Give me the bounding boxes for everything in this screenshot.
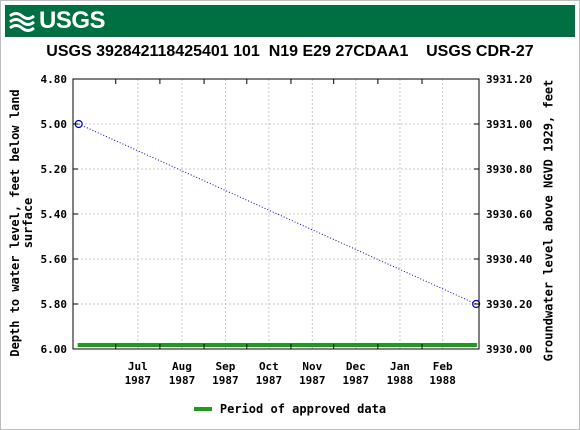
y-left-tick-label: 5.60 [41,253,68,266]
y-right-tick-label: 3930.00 [486,343,532,356]
approved-layer [77,343,478,347]
data-point [472,299,481,309]
legend-swatch [193,407,212,411]
x-tick-label-month: Feb [433,360,453,373]
x-tick-label-month: Sep [215,360,235,373]
y-right-tick-label: 3930.20 [486,298,532,311]
chart-title: USGS 392842118425401 101 N19 E29 27CDAA1… [46,43,534,60]
usgs-logo[interactable]: USGS [9,7,106,34]
x-tick-label-year: 1987 [299,374,326,387]
y-left-tick-label: 6.00 [41,343,68,356]
x-tick-label-month: Aug [172,360,192,373]
series-line [78,123,477,305]
x-tick-label-month: Oct [259,360,279,373]
y-axis-left-label: Depth to water level, feet below land su… [8,89,35,357]
y-right-tick-label: 3930.60 [486,208,532,221]
grid-layer [73,78,479,350]
y-left-tick-label: 5.00 [41,118,68,131]
usgs-logo-text: USGS [39,7,106,34]
legend-label: Period of approved data [219,402,387,416]
x-tick-label-year: 1988 [429,374,456,387]
x-tick-label-year: 1988 [387,374,414,387]
y-left-tick-label: 5.40 [41,208,68,221]
usgs-banner: USGS [5,5,575,37]
axis-layer: 4.80 3931.20 5.00 3931.00 5.20 3930.80 5.40 393… [41,73,533,387]
y-right-tick-label: 3931.00 [486,118,532,131]
y-left-tick-label: 5.80 [41,298,68,311]
y-left-tick-label: 4.80 [41,73,68,86]
y-axis-right-label: Groundwater level above NGVD 1929, feet [541,79,556,362]
x-tick-label-year: 1987 [256,374,283,387]
y-right-tick-label: 3931.20 [486,73,532,86]
x-tick-label-month: Nov [302,360,322,373]
y-right-tick-label: 3930.80 [486,163,532,176]
x-tick-label-year: 1987 [125,374,152,387]
x-tick-label-year: 1987 [343,374,370,387]
usgs-wave-icon [9,12,35,32]
y-left-tick-label: 5.20 [41,163,68,176]
x-tick-label-month: Jan [390,360,410,373]
x-tick-label-year: 1987 [169,374,196,387]
approved-period-bar [77,343,478,347]
plot-border [72,78,480,350]
x-tick-label-month: Jul [128,360,148,373]
x-tick-label-month: Dec [346,360,366,373]
x-tick-label-year: 1987 [212,374,239,387]
y-right-tick-label: 3930.40 [486,253,532,266]
legend: Period of approved data [0,402,580,416]
